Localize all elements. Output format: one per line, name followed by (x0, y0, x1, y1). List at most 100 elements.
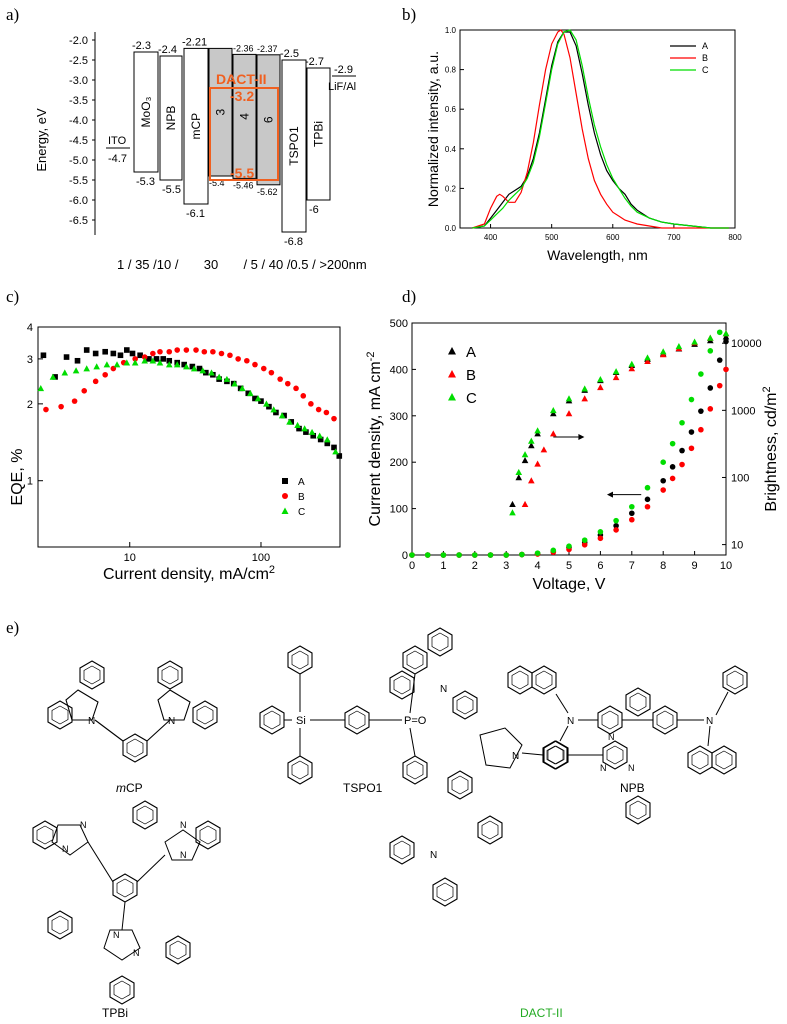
eqe-point-B (300, 393, 307, 399)
eqe-point-C (83, 365, 91, 372)
eqe-point-A (273, 409, 279, 416)
jvl-point-B (688, 445, 695, 452)
jvl-xtick-label: 9 (692, 560, 698, 572)
jvl-ytick-label: 300 (390, 411, 408, 423)
pl-xtick-label: 500 (545, 233, 559, 242)
eqe-point-B (260, 365, 267, 372)
eqe-point-A (137, 352, 143, 359)
energy-ticks: -2.0 -2.5 -3.0 -3.5 -4.0 -4.5 -5.0 -5.5 -6.0 -6.5 (69, 35, 95, 227)
jvl-point-A (613, 522, 619, 529)
eqe-point-C (141, 357, 148, 364)
eqe-point-B (201, 348, 208, 355)
jvl-point-C (691, 338, 698, 345)
host-homo: -5.5 (230, 165, 254, 181)
jvl-point-C (472, 552, 478, 558)
svg-text:N: N (706, 716, 713, 727)
svg-text:Si: Si (296, 715, 306, 727)
eqe-point-B (308, 401, 314, 407)
eqe-point-C (199, 367, 207, 374)
jvl-point-B (644, 357, 651, 364)
jvl-point-C (597, 375, 604, 383)
jvl-point-C (528, 437, 535, 444)
pl-xtick-label: 800 (728, 233, 742, 242)
jvl-point-C (679, 419, 685, 426)
label-mcp: mCP (116, 781, 143, 795)
eqe-point-A (324, 440, 331, 447)
jvl-point-C (688, 396, 695, 403)
jvl-point-C (628, 360, 636, 367)
eqe-point-A (160, 356, 167, 362)
eqe-frame (37, 326, 341, 548)
pl-ytick-label: 0.6 (445, 105, 457, 114)
layer-box (306, 67, 331, 201)
jvl-point-B (534, 460, 541, 467)
eqe-point-A (303, 429, 309, 435)
layer-name: 6 (262, 116, 276, 123)
jvl-point-B (597, 384, 604, 391)
pl-legend-label: A (702, 41, 708, 51)
eqe-point-C (183, 363, 190, 370)
jvl-xtick-label: 1 (440, 560, 446, 572)
jvl-ytick-label: 0 (402, 550, 408, 562)
eqe-point-B (166, 348, 173, 355)
layer-name: MoO₃ (139, 96, 153, 127)
svg-text:N: N (180, 850, 187, 860)
svg-text:N: N (567, 716, 574, 727)
pl-legend-label: C (702, 65, 709, 75)
jvl-xtick-label: 2 (472, 560, 478, 572)
svg-text:N: N (62, 844, 69, 854)
jvl-point-C (660, 459, 666, 465)
eqe-point-B (141, 354, 148, 360)
svg-text:N: N (600, 763, 607, 773)
eqe-point-B (293, 385, 299, 392)
homo-label: -5.4 (209, 178, 225, 188)
svg-text:N: N (168, 716, 175, 727)
eqe-point-C (93, 363, 100, 370)
jvl-xtick-label: 4 (535, 560, 541, 572)
eqe-point-C (173, 361, 181, 368)
eqe-point-A (40, 352, 47, 359)
eqe-point-A (189, 363, 196, 370)
eqe-point-A (166, 357, 173, 364)
jvl-y2tick-label: 100 (731, 472, 749, 484)
eqe-point-C (231, 380, 238, 387)
lumo-label: -2.5 (280, 48, 299, 60)
eqe-point-A (181, 361, 188, 368)
eqe-point-A (317, 436, 324, 443)
jvl-point-A (723, 338, 729, 345)
label-tpbi: TPBi (102, 1006, 128, 1020)
jvl-point-A (669, 464, 676, 470)
jvl-xtick-label: 0 (409, 560, 415, 572)
jvl-point-C (534, 550, 541, 556)
eqe-legend-marker (282, 493, 288, 499)
pl-xtick-label: 600 (606, 233, 620, 242)
jvl-point-C (581, 385, 588, 392)
host-lumo: -3.2 (230, 88, 254, 104)
eqe-point-B (268, 369, 275, 376)
eqe-ytick-label: 2 (27, 399, 33, 411)
jvl-point-C (669, 440, 676, 447)
jvl-xtick-label: 5 (566, 560, 572, 572)
eqe-point-C (308, 428, 316, 435)
eqe-point-B (157, 348, 163, 355)
jvl-point-A (528, 442, 535, 449)
jvl-point-C (534, 427, 541, 434)
eqe-point-A (196, 365, 203, 372)
eqe-point-B (218, 350, 225, 357)
eqe-xlabel: Current density, mA/cm2 (103, 564, 275, 583)
eqe-xlabel-sup: 2 (269, 564, 275, 576)
svg-text:N: N (608, 732, 615, 742)
eqe-point-C (263, 400, 270, 407)
eqe-point-B (150, 350, 156, 357)
panel-label-a: a) (6, 5, 20, 24)
eqe-point-C (323, 436, 331, 443)
molecule-tpbi: N N N N N N TPBi (32, 800, 221, 1020)
jvl-point-C (515, 468, 523, 475)
jvl-ylabel: Current density, mA cm-2 (365, 352, 384, 527)
eqe-point-B (43, 406, 49, 413)
eqe-point-C (254, 395, 262, 402)
eqe-legend-label: A (298, 477, 305, 488)
eqe-point-A (110, 350, 117, 357)
pl-ytick-label: 0.2 (445, 184, 457, 193)
jvl-point-B (679, 461, 685, 468)
